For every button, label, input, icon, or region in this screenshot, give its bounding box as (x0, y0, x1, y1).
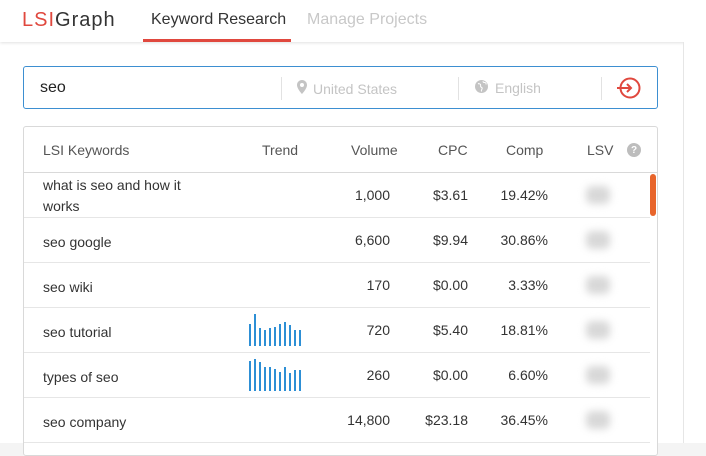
lsv-cell-blurred (586, 411, 610, 429)
comp-cell: 19.42% (500, 187, 548, 203)
table-row[interactable]: seo google 6,600 $9.94 30.86% (24, 218, 650, 263)
globe-icon (475, 80, 488, 96)
table-row[interactable]: what is seo and how it works 1,000 $3.61 19… (24, 173, 650, 218)
top-bar: LSIGraph Keyword Research Manage Project… (0, 0, 706, 42)
volume-cell: 6,600 (354, 232, 390, 248)
divider (458, 77, 459, 100)
volume-cell: 14,800 (347, 412, 390, 428)
page-scrollbar[interactable] (683, 42, 706, 443)
header-lsv[interactable]: LSV (587, 142, 614, 158)
cpc-cell: $9.94 (432, 232, 468, 248)
keyword-cell[interactable]: seo company (43, 414, 127, 430)
comp-cell: 36.45% (500, 412, 548, 428)
trend-bar (249, 361, 251, 391)
tab-keyword-research[interactable]: Keyword Research (151, 11, 287, 28)
table-scrollbar-thumb[interactable] (650, 174, 656, 216)
trend-bar (269, 328, 271, 346)
logo-graph: Graph (55, 9, 116, 31)
trend-sparkline (249, 314, 309, 346)
divider (281, 77, 282, 100)
search-bar: seo United States English (23, 66, 658, 109)
trend-bar (294, 330, 296, 346)
logo[interactable]: LSIGraph (22, 9, 116, 32)
trend-bar (274, 369, 276, 391)
lsv-cell-blurred (586, 276, 610, 294)
cpc-cell: $5.40 (432, 322, 468, 338)
trend-bar (259, 362, 261, 391)
trend-bar (249, 324, 251, 346)
lsv-cell-blurred (586, 321, 610, 339)
table-row[interactable]: types of seo 260 $0.00 6.60% (24, 353, 650, 398)
trend-bar (299, 330, 301, 346)
keyword-cell[interactable]: seo wiki (43, 279, 93, 295)
keyword-input[interactable]: seo (40, 79, 66, 96)
cpc-cell: $3.61 (432, 187, 468, 203)
trend-bar (279, 372, 281, 391)
trend-bar (279, 324, 281, 346)
lsv-cell-blurred (586, 186, 610, 204)
trend-bar (284, 322, 286, 346)
enter-arrow-icon (617, 77, 641, 99)
trend-bar (274, 327, 276, 346)
keyword-cell[interactable]: seo google (43, 234, 112, 250)
header-volume[interactable]: Volume (351, 142, 398, 158)
comp-cell: 18.81% (500, 322, 548, 338)
comp-cell: 30.86% (500, 232, 548, 248)
volume-cell: 1,000 (354, 187, 390, 203)
volume-cell: 720 (366, 322, 390, 338)
help-icon[interactable]: ? (627, 143, 641, 157)
table-row[interactable]: seo tutorial 720 $5.40 18.81% (24, 308, 650, 353)
table-row[interactable]: seo company 14,800 $23.18 36.45% (24, 398, 650, 443)
keyword-cell[interactable]: what is seo and how it works (43, 177, 181, 214)
logo-lsi: LSI (22, 9, 56, 31)
trend-bar (254, 314, 256, 346)
trend-bar (289, 325, 291, 346)
comp-cell: 3.33% (508, 277, 548, 293)
keyword-cell[interactable]: types of seo (43, 369, 119, 385)
active-tab-indicator (143, 39, 291, 42)
cpc-cell: $0.00 (432, 277, 468, 293)
cpc-cell: $0.00 (432, 367, 468, 383)
location-pin-icon (297, 80, 307, 97)
header-trend[interactable]: Trend (262, 142, 299, 158)
trend-bar (284, 367, 286, 391)
header-cpc[interactable]: CPC (438, 142, 468, 158)
language-field[interactable]: English (475, 80, 541, 96)
trend-sparkline (249, 404, 309, 436)
volume-cell: 260 (366, 367, 390, 383)
volume-cell: 170 (366, 277, 390, 293)
trend-bar (299, 370, 301, 391)
language-placeholder: English (495, 80, 541, 96)
results-table: LSI Keywords Trend Volume CPC Comp LSV ?… (23, 126, 658, 456)
table-row[interactable]: seo wiki 170 $0.00 3.33% (24, 263, 650, 308)
keyword-cell[interactable]: seo tutorial (43, 324, 112, 340)
comp-cell: 6.60% (508, 367, 548, 383)
trend-sparkline (249, 179, 309, 211)
header-comp[interactable]: Comp (506, 142, 544, 158)
tab-manage-projects[interactable]: Manage Projects (307, 11, 428, 28)
trend-sparkline (249, 269, 309, 301)
trend-bar (254, 359, 256, 391)
divider (601, 77, 602, 100)
trend-bar (269, 367, 271, 391)
trend-bar (259, 328, 261, 346)
lsv-cell-blurred (586, 231, 610, 249)
cpc-cell: $23.18 (425, 412, 468, 428)
search-submit-button[interactable] (614, 75, 644, 101)
lsv-cell-blurred (586, 366, 610, 384)
trend-bar (294, 370, 296, 391)
trend-bar (264, 367, 266, 391)
header-keywords[interactable]: LSI Keywords (43, 142, 130, 158)
trend-bar (289, 373, 291, 391)
table-header: LSI Keywords Trend Volume CPC Comp LSV ? (24, 127, 657, 173)
location-field[interactable]: United States (297, 80, 397, 97)
trend-sparkline (249, 359, 309, 391)
trend-sparkline (249, 224, 309, 256)
location-placeholder: United States (313, 80, 398, 97)
trend-bar (264, 330, 266, 346)
